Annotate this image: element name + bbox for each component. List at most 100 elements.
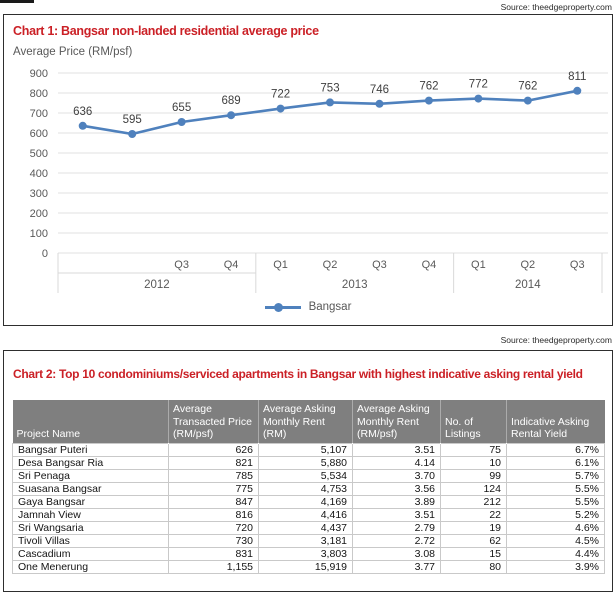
data-point	[573, 86, 582, 95]
table-cell: 821	[168, 455, 259, 470]
price-line	[82, 89, 578, 136]
data-label: 762	[419, 81, 438, 93]
table-header-cell: Average Transacted Price (RM/psf)	[168, 400, 259, 443]
project-name-cell: Bangsar Puteri	[12, 442, 169, 457]
table-cell: 3.77	[352, 559, 441, 574]
data-point	[375, 99, 384, 108]
y-tick-label: 200	[30, 208, 48, 220]
table-cell: 5.5%	[506, 494, 605, 509]
table-cell: 2.72	[352, 533, 441, 548]
y-tick-label: 800	[30, 88, 48, 100]
x-axis-quarters: Q3 Q4 Q1 Q2 Q3 Q4 Q1 Q2 Q3	[174, 259, 584, 271]
table-row: Jamnah View 816 4,416 3.51 22 5.2%	[12, 507, 605, 522]
table-cell: 775	[168, 481, 259, 496]
table-cell: 3,181	[258, 533, 353, 548]
y-tick-label: 300	[30, 188, 48, 200]
table-cell: 816	[168, 507, 259, 522]
y-axis-labels: 0 100 200 300 400 500 600 700 800 900	[30, 68, 48, 260]
table-header: Project Name Average Transacted Price (RM…	[12, 400, 605, 443]
table-cell: 22	[440, 507, 507, 522]
x-tick-label: Q4	[224, 259, 239, 271]
table-row: Desa Bangsar Ria 821 5,880 4.14 10 6.1%	[12, 455, 605, 470]
x-tick-label: Q4	[422, 259, 437, 271]
data-label: 655	[172, 102, 191, 114]
data-point	[227, 111, 236, 120]
y-tick-label: 900	[30, 68, 48, 80]
y-tick-label: 500	[30, 148, 48, 160]
data-label: 753	[320, 82, 339, 94]
table-cell: 3.51	[352, 507, 441, 522]
table-cell: 4,416	[258, 507, 353, 522]
x-tick-label: Q1	[273, 259, 288, 271]
year-label: 2013	[342, 279, 368, 291]
table-cell: 10	[440, 455, 507, 470]
chart2-title: Chart 2: Top 10 condominiums/serviced ap…	[13, 367, 583, 381]
gridlines	[58, 72, 608, 254]
table-cell: 5,107	[258, 442, 353, 457]
data-labels: 636 595 655 689 722 753 746 762 772 762 811	[73, 71, 586, 126]
project-name-cell: Jamnah View	[12, 507, 169, 522]
data-point	[177, 118, 186, 126]
x-tick-label: Q2	[520, 259, 535, 271]
project-name-cell: Suasana Bangsar	[12, 481, 169, 496]
data-point	[276, 104, 285, 113]
table-cell: 720	[168, 520, 259, 535]
table-cell: 5,534	[258, 468, 353, 483]
x-tick-label: Q3	[174, 259, 189, 271]
table-cell: 4,169	[258, 494, 353, 509]
top-left-mark	[0, 0, 34, 3]
table-header-cell: Project Name	[12, 400, 169, 443]
table-cell: 785	[168, 468, 259, 483]
data-point	[326, 98, 334, 107]
y-tick-label: 700	[30, 108, 48, 120]
data-point	[424, 96, 433, 105]
table-header-cell: Average Asking Monthly Rent (RM)	[258, 400, 353, 443]
table-cell: 75	[440, 442, 507, 457]
data-label: 722	[271, 89, 290, 101]
table-cell: 15,919	[258, 559, 353, 574]
table-cell: 5.5%	[506, 481, 605, 496]
legend-line-icon	[264, 302, 301, 312]
table-cell: 3,803	[258, 546, 353, 561]
table-cell: 4,753	[258, 481, 353, 496]
table-cell: 847	[168, 494, 259, 509]
table-row: Gaya Bangsar 847 4,169 3.89 212 5.5%	[12, 494, 605, 509]
project-name-cell: Tivoli Villas	[12, 533, 169, 548]
table-header-cell: No. of Listings	[440, 400, 507, 443]
table-cell: 5,880	[258, 455, 353, 470]
x-tick-label: Q3	[570, 259, 585, 271]
project-name-cell: Desa Bangsar Ria	[12, 455, 169, 470]
table-cell: 4.14	[352, 455, 441, 470]
table-cell: 15	[440, 546, 507, 561]
x-tick-label: Q1	[471, 259, 486, 271]
source-credit-mid: Source: theedgeproperty.com	[500, 335, 612, 345]
table-header-cell: Average Asking Monthly Rent (RM/psf)	[352, 400, 441, 443]
x-tick-label: Q3	[372, 259, 387, 271]
table-row: Tivoli Villas 730 3,181 2.72 62 4.5%	[12, 533, 605, 548]
chart2-panel: Chart 2: Top 10 condominiums/serviced ap…	[3, 350, 613, 592]
table-header-cell: Indicative Asking Rental Yield	[506, 400, 605, 443]
x-tick-label: Q2	[323, 259, 338, 271]
data-label: 689	[221, 95, 240, 107]
project-name-cell: One Menerung	[12, 559, 169, 574]
chart1-panel: Chart 1: Bangsar non-landed residential …	[3, 14, 613, 326]
legend-label: Bangsar	[308, 301, 352, 313]
year-label: 2014	[515, 279, 541, 291]
table-cell: 3.56	[352, 481, 441, 496]
y-tick-label: 100	[30, 228, 48, 240]
table-header-row: Project Name Average Transacted Price (RM…	[12, 400, 605, 443]
table-cell: 6.7%	[506, 442, 605, 457]
y-tick-label: 0	[42, 248, 48, 260]
data-point	[523, 96, 532, 105]
table-cell: 5.7%	[506, 468, 605, 483]
data-label: 762	[518, 81, 537, 93]
data-points	[78, 86, 582, 138]
project-name-cell: Cascadium	[12, 546, 169, 561]
project-name-cell: Sri Penaga	[12, 468, 169, 483]
table-cell: 4.6%	[506, 520, 605, 535]
axis-dividers	[57, 253, 603, 293]
table-cell: 62	[440, 533, 507, 548]
table-cell: 3.51	[352, 442, 441, 457]
project-name-cell: Sri Wangsaria	[12, 520, 169, 535]
legend-marker-icon	[273, 302, 283, 312]
